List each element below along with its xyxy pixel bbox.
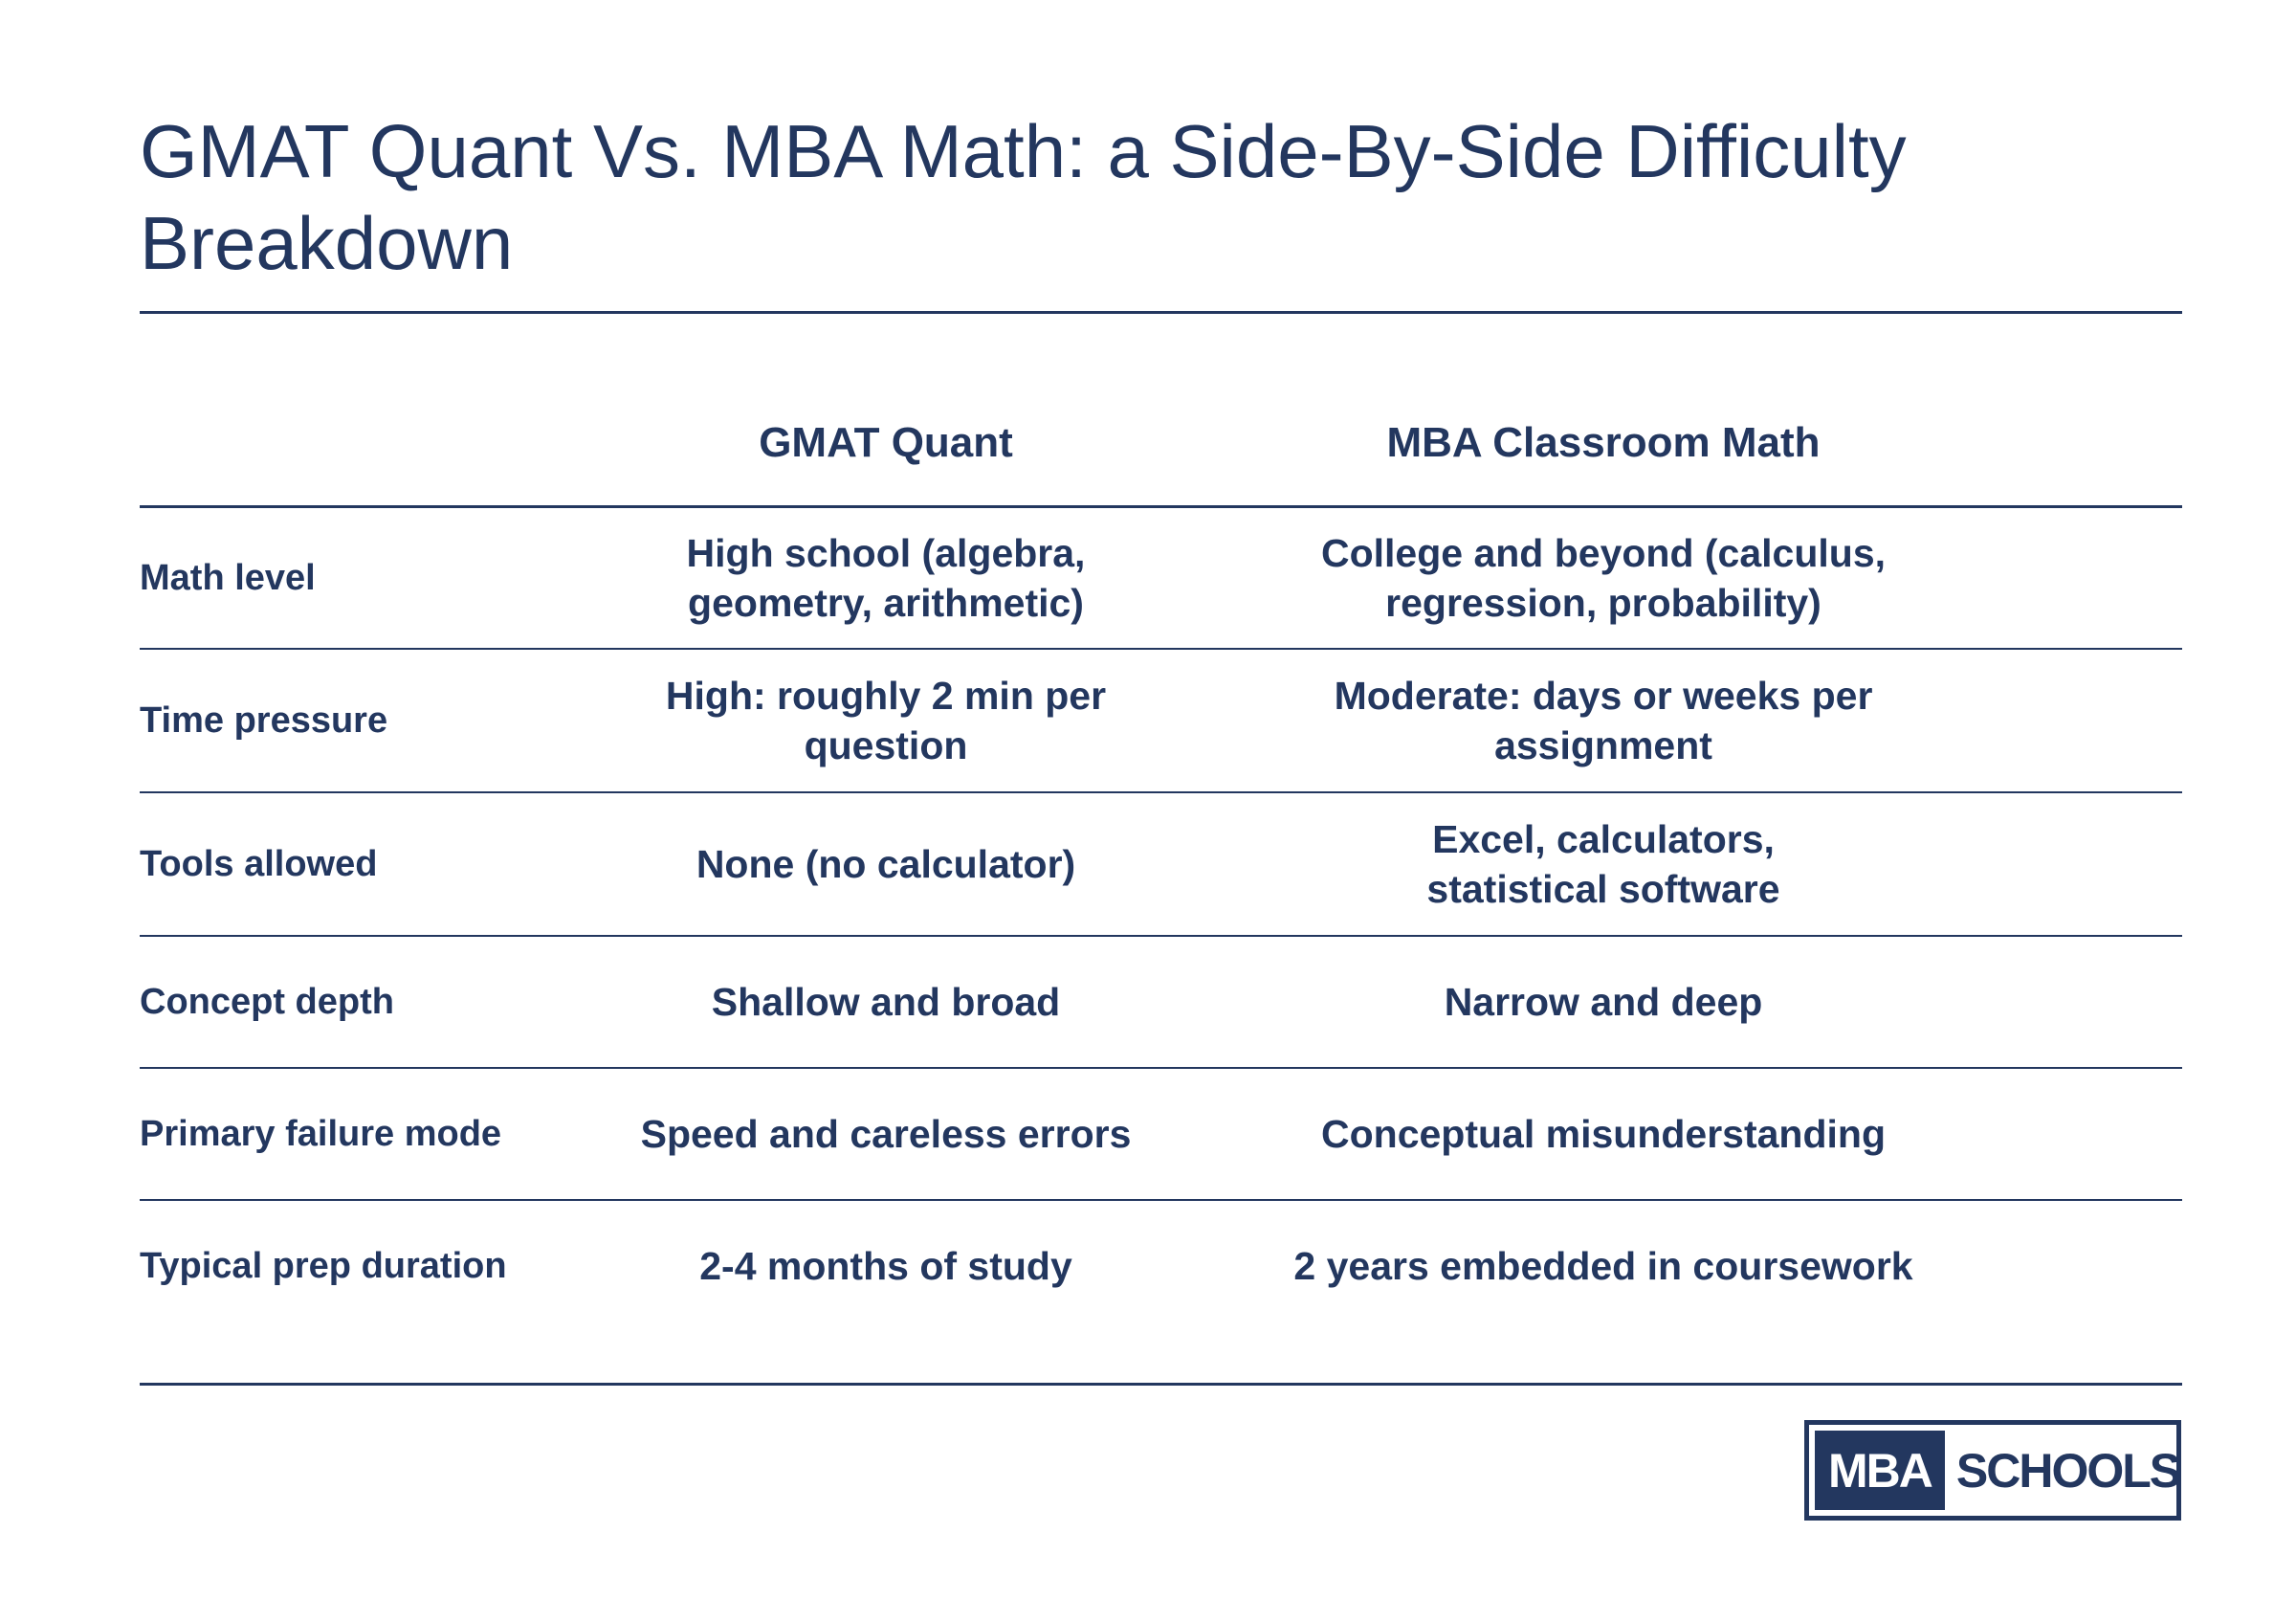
cell-gmat: High: roughly 2 min per question	[665, 674, 1107, 767]
page-title: GMAT Quant Vs. MBA Math: a Side-By-Side …	[140, 109, 1907, 285]
row-label: Tools allowed	[140, 844, 378, 884]
logo-schools-text: SCHOOLS	[1955, 1443, 2181, 1498]
cell-gmat: None (no calculator)	[695, 842, 1076, 886]
cell-gmat: Speed and careless errors	[640, 1112, 1132, 1156]
cell-mba: College and beyond (calculus, regression…	[1320, 531, 1887, 625]
table-row: Math level High school (algebra, geometr…	[140, 508, 2182, 650]
cell-gmat: High school (algebra, geometry, arithmet…	[686, 531, 1086, 625]
row-label: Math level	[140, 558, 316, 598]
cell-mba: Conceptual misunderstanding	[1321, 1112, 1886, 1156]
row-label: Primary failure mode	[140, 1114, 502, 1154]
cell-gmat: Shallow and broad	[711, 980, 1061, 1024]
title-divider	[140, 311, 2182, 314]
table-row: Typical prep duration 2-4 months of stud…	[140, 1201, 2182, 1331]
comparison-table: GMAT Quant MBA Classroom Math Math level…	[140, 383, 2182, 1331]
cell-mba: 2 years embedded in coursework	[1293, 1244, 1913, 1288]
table-row: Tools allowed None (no calculator) Excel…	[140, 793, 2182, 937]
cell-mba: Excel, calculators, statistical software	[1426, 817, 1780, 911]
column-header-gmat: GMAT Quant	[759, 419, 1013, 466]
logo-mba-text: MBA	[1815, 1431, 1945, 1510]
row-label: Concept depth	[140, 982, 394, 1022]
bottom-divider	[140, 1383, 2182, 1386]
row-label: Typical prep duration	[140, 1246, 507, 1286]
mba-schools-logo: MBA SCHOOLS	[1804, 1420, 2181, 1521]
cell-mba: Narrow and deep	[1444, 980, 1763, 1024]
table-header-row: GMAT Quant MBA Classroom Math	[140, 383, 2182, 508]
column-header-mba: MBA Classroom Math	[1386, 419, 1821, 466]
table-row: Time pressure High: roughly 2 min per qu…	[140, 650, 2182, 793]
cell-gmat: 2-4 months of study	[699, 1244, 1072, 1288]
cell-mba: Moderate: days or weeks per assignment	[1334, 674, 1873, 767]
table-row: Concept depth Shallow and broad Narrow a…	[140, 937, 2182, 1069]
table-row: Primary failure mode Speed and careless …	[140, 1069, 2182, 1201]
row-label: Time pressure	[140, 700, 388, 741]
